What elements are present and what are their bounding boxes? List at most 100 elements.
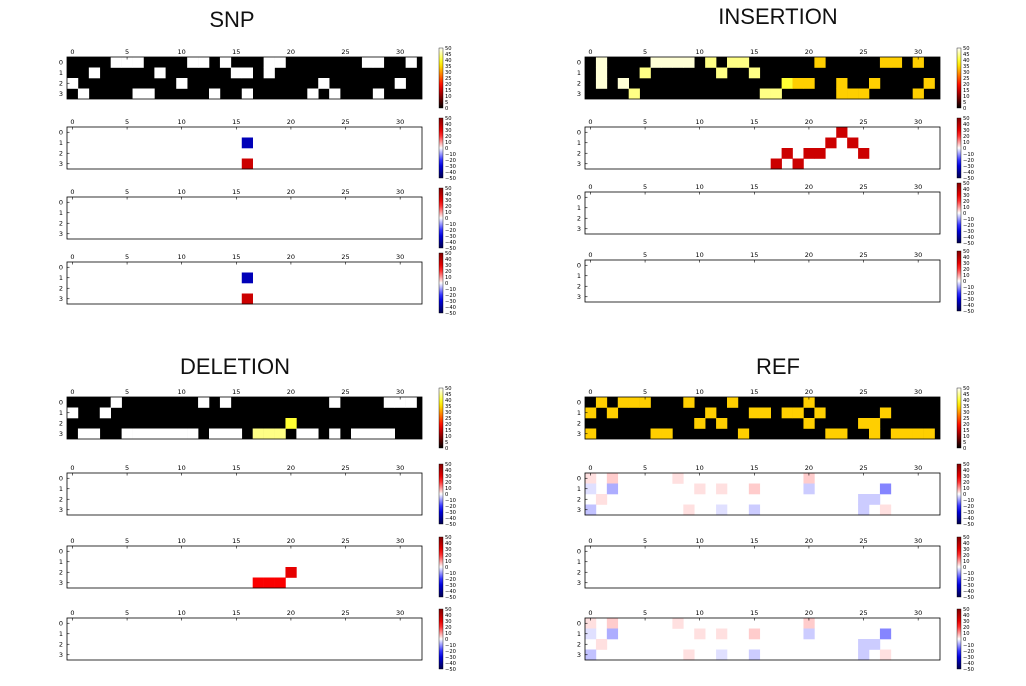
y-tick-label: 0 — [577, 474, 581, 482]
colorbar-insertion-0 — [956, 47, 962, 109]
colorbar-tick-label: −40 — [445, 305, 456, 311]
heatmap-cell-insertion-0 — [858, 88, 870, 100]
heatmap-cell-snp-0 — [361, 57, 374, 68]
x-tick-label: 20 — [287, 537, 295, 545]
colorbar-tick-label: 20 — [963, 422, 970, 428]
heatmap-cell-deletion-2 — [252, 577, 264, 589]
heatmap-cell-ref-3 — [585, 628, 597, 640]
colorbar-tick-label: 5 — [445, 440, 448, 446]
heatmap-cell-snp-0 — [154, 67, 166, 79]
colorbar-tick-label: 0 — [445, 446, 448, 452]
y-tick-label: 0 — [577, 398, 581, 406]
y-tick-label: 3 — [59, 160, 63, 168]
panel-title-deletion: DELETION — [179, 354, 291, 379]
x-tick-label: 25 — [341, 48, 349, 56]
colorbar-tick-label: 20 — [445, 553, 452, 559]
colorbar-tick-label: −50 — [445, 311, 456, 317]
x-tick-label: 0 — [588, 48, 592, 56]
colorbar-tick-label: −20 — [963, 158, 974, 164]
x-tick-label: 20 — [805, 609, 813, 617]
y-tick-label: 1 — [59, 558, 63, 566]
y-tick-label: 2 — [577, 214, 581, 222]
heatmap-cell-ref-0 — [923, 428, 935, 440]
x-tick-label: 25 — [859, 118, 867, 126]
heatmap-frame-snp-1 — [66, 126, 423, 170]
y-tick-label: 3 — [59, 295, 63, 303]
colorbar-tick-label: −30 — [445, 583, 456, 589]
colorbar-tick-label: 35 — [963, 404, 970, 410]
y-tick-label: 3 — [59, 230, 63, 238]
heatmap-cell-insertion-0 — [595, 78, 608, 89]
heatmap-cell-snp-0 — [77, 88, 90, 100]
heatmap-cell-snp-0 — [263, 67, 275, 79]
colorbar-tick-label: 20 — [445, 204, 452, 210]
colorbar-tick-label: 10 — [963, 273, 970, 279]
heatmap-cell-ref-3 — [858, 639, 870, 650]
heatmap-cell-ref-3 — [748, 649, 761, 661]
colorbar-tick-label: 40 — [963, 468, 970, 474]
heatmap-cell-ref-0 — [683, 397, 695, 408]
heatmap-cell-snp-1 — [241, 137, 253, 149]
heatmap-frame-ref-1 — [584, 472, 941, 516]
colorbar-tick-label: 10 — [963, 631, 970, 637]
y-tick-label: 2 — [59, 568, 63, 576]
x-tick-label: 25 — [859, 537, 867, 545]
heatmap-cell-ref-3 — [672, 618, 684, 629]
heatmap-cell-deletion-0 — [329, 428, 341, 440]
y-tick-label: 0 — [59, 398, 63, 406]
y-tick-label: 2 — [59, 219, 63, 227]
x-tick-label: 10 — [696, 118, 704, 126]
heatmap-background-deletion-3 — [67, 618, 422, 660]
colorbar-tick-label: 30 — [963, 70, 970, 76]
colorbar-tick-label: 45 — [963, 52, 970, 58]
x-tick-label: 30 — [914, 118, 922, 126]
heatmap-cell-deletion-0 — [99, 407, 111, 419]
heatmap-cell-ref-0 — [759, 407, 771, 419]
heatmap-cell-insertion-1 — [770, 158, 782, 170]
heatmap-cell-ref-3 — [595, 639, 608, 650]
colorbar-tick-label: −30 — [963, 164, 974, 170]
colorbar-tick-label: 20 — [963, 199, 970, 205]
heatmap-cell-ref-3 — [858, 649, 870, 661]
y-tick-label: 2 — [59, 419, 63, 427]
y-tick-label: 2 — [59, 284, 63, 292]
heatmap-cell-ref-1 — [694, 483, 706, 495]
heatmap-cell-snp-0 — [67, 78, 79, 89]
heatmap-cell-insertion-0 — [923, 78, 935, 89]
heatmap-cell-ref-3 — [803, 618, 815, 629]
colorbar-tick-label: 30 — [963, 128, 970, 134]
y-tick-label: 1 — [577, 69, 581, 77]
y-tick-label: 2 — [577, 568, 581, 576]
heatmap-frame-ref-2 — [584, 545, 941, 589]
colorbar-tick-label: 0 — [445, 492, 448, 498]
y-tick-label: 1 — [577, 485, 581, 493]
x-tick-label: 15 — [750, 464, 758, 472]
x-tick-label: 20 — [805, 48, 813, 56]
colorbar-deletion-2 — [438, 536, 444, 598]
y-tick-label: 3 — [59, 651, 63, 659]
colorbar-snp-2 — [438, 187, 444, 249]
heatmap-cell-ref-1 — [595, 494, 608, 505]
y-tick-label: 3 — [59, 579, 63, 587]
heatmap-cell-ref-1 — [683, 504, 695, 516]
heatmap-cell-snp-0 — [274, 57, 286, 68]
heatmap-cell-ref-0 — [836, 428, 848, 440]
heatmap-cell-insertion-0 — [770, 88, 782, 100]
heatmap-cell-ref-1 — [585, 473, 597, 484]
y-tick-label: 1 — [59, 630, 63, 638]
colorbar-tick-label: −50 — [963, 595, 974, 601]
colorbar-tick-label: 35 — [963, 64, 970, 70]
x-tick-label: 30 — [396, 609, 404, 617]
x-tick-label: 5 — [125, 118, 129, 126]
colorbar-tick-label: 30 — [445, 70, 452, 76]
colorbar-tick-label: 30 — [963, 619, 970, 625]
heatmap-cell-deletion-0 — [383, 428, 395, 440]
colorbar-tick-label: −50 — [445, 522, 456, 528]
x-tick-label: 10 — [696, 251, 704, 259]
x-tick-label: 0 — [70, 253, 74, 261]
colorbar-tick-label: −40 — [445, 589, 456, 595]
heatmap-cell-ref-1 — [803, 473, 815, 484]
colorbar-tick-label: 30 — [445, 128, 452, 134]
x-tick-label: 10 — [178, 609, 186, 617]
colorbar-tick-label: −10 — [963, 643, 974, 649]
